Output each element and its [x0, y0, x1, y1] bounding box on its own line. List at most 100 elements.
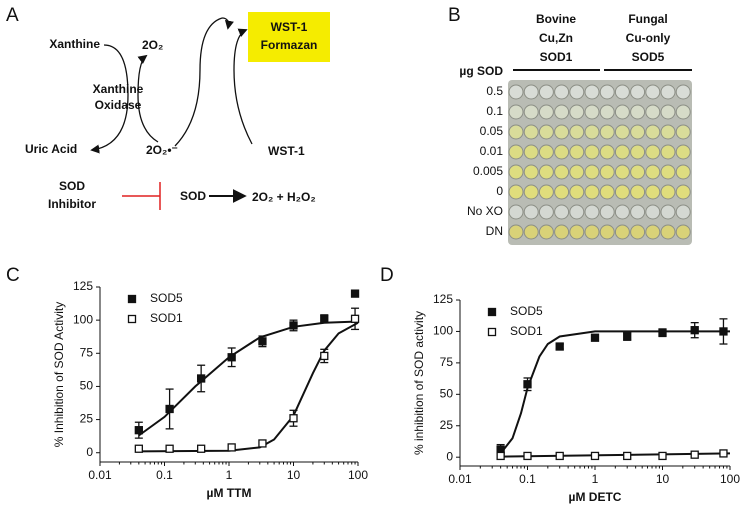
well [660, 184, 676, 200]
well [645, 224, 661, 240]
uric-acid-label: Uric Acid [25, 142, 77, 156]
well [554, 224, 570, 240]
row-label: 0.05 [480, 124, 504, 138]
y-tick-label: 50 [440, 386, 454, 400]
x-tick-label: 0.01 [88, 468, 112, 482]
well [569, 164, 585, 180]
well [645, 144, 661, 160]
marker [555, 451, 564, 461]
marker [227, 443, 236, 452]
marker [196, 444, 206, 453]
y-tick-label: 75 [440, 355, 454, 369]
oxidase-label: Oxidase [95, 98, 142, 112]
well [599, 164, 615, 180]
arrows [90, 17, 253, 203]
well [538, 144, 554, 160]
well [660, 204, 676, 220]
formazan-label: Formazan [261, 38, 318, 52]
marker [258, 439, 267, 448]
well [645, 104, 661, 120]
x-tick-label: 0.1 [519, 472, 536, 486]
well [584, 204, 600, 220]
well [538, 204, 554, 220]
inhibition-symbol [122, 182, 161, 210]
well [584, 104, 600, 120]
well [523, 124, 539, 140]
well [523, 164, 539, 180]
y-tick-label: 75 [80, 345, 94, 359]
well [508, 204, 524, 220]
x-axis-label: µM TTM [207, 486, 252, 500]
well [630, 104, 646, 120]
well [599, 204, 615, 220]
y-axis-label: % Inhibition of SOD Activity [52, 302, 66, 447]
well [614, 184, 630, 200]
well [584, 144, 600, 160]
well [675, 164, 691, 180]
well [523, 224, 539, 240]
well [614, 204, 630, 220]
well [599, 124, 615, 140]
well [569, 184, 585, 200]
marker [719, 449, 728, 458]
inhibitor-label: SOD [59, 179, 85, 193]
y-tick-label: 125 [73, 279, 93, 293]
well [508, 164, 524, 180]
legend-label: SOD1 [150, 311, 183, 325]
x-tick-label: 100 [348, 468, 368, 482]
row-title: µg SOD [459, 64, 503, 78]
well [508, 224, 524, 240]
plate-header: Cu,Zn [539, 31, 573, 45]
row-label: 0.5 [486, 84, 503, 98]
well [645, 84, 661, 100]
well [675, 144, 691, 160]
panel-label: C [6, 265, 20, 286]
marker [289, 321, 298, 330]
wst1-label: WST-1 [268, 144, 305, 158]
well [614, 224, 630, 240]
row-label: 0 [496, 184, 503, 198]
well [614, 104, 630, 120]
well [554, 144, 570, 160]
marker [165, 444, 174, 453]
well [584, 84, 600, 100]
marker [350, 289, 360, 298]
plate-photo [508, 80, 692, 245]
well [538, 84, 554, 100]
x-tick-label: 10 [287, 468, 301, 482]
well [675, 84, 691, 100]
well [660, 224, 676, 240]
marker [719, 327, 728, 336]
y-tick-label: 100 [433, 324, 453, 338]
y-tick-label: 50 [80, 379, 94, 393]
formazan-label: WST-1 [271, 20, 308, 34]
panel-label: D [380, 265, 394, 286]
well [630, 164, 646, 180]
marker [496, 451, 505, 461]
formazan-box [248, 12, 330, 62]
well [569, 84, 585, 100]
sod-label: SOD [180, 189, 206, 203]
well [630, 124, 646, 140]
well [584, 224, 600, 240]
well [569, 144, 585, 160]
legend-label: SOD1 [510, 324, 543, 338]
well [584, 164, 600, 180]
well [508, 104, 524, 120]
marker [523, 380, 532, 389]
row-label: 0.005 [473, 164, 503, 178]
marker [658, 328, 667, 337]
well [630, 204, 646, 220]
well [554, 104, 570, 120]
y-tick-label: 25 [80, 412, 94, 426]
fit-curve [138, 321, 359, 453]
marker [590, 333, 600, 342]
marker [623, 451, 632, 461]
well [645, 204, 661, 220]
marker [196, 374, 206, 383]
well [675, 124, 691, 140]
well [569, 124, 585, 140]
xanthine-label: Xanthine [49, 37, 100, 51]
well [645, 164, 661, 180]
well [569, 104, 585, 120]
